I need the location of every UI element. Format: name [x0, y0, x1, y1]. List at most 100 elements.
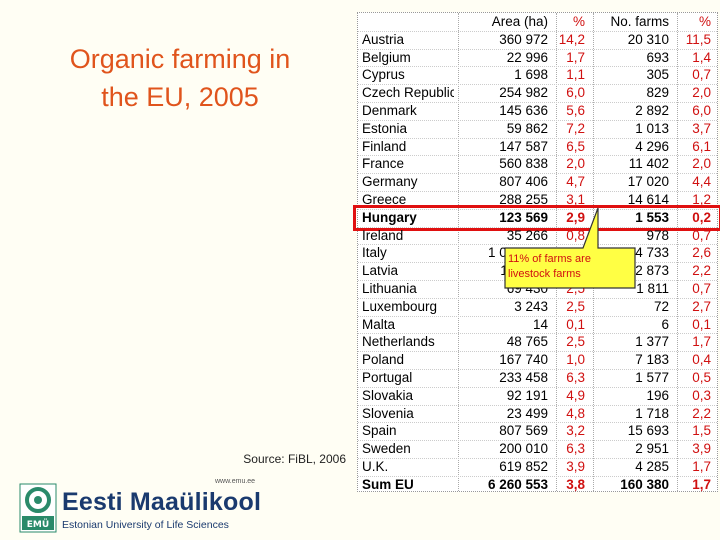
logo-band	[22, 516, 54, 530]
value: 4,4	[692, 174, 711, 190]
row-divider	[358, 102, 717, 103]
value: 1,0	[566, 352, 585, 368]
value: 1,4	[692, 49, 711, 65]
row-divider	[358, 440, 717, 442]
column-divider	[458, 13, 459, 491]
logo-mark: EMÜ	[27, 519, 49, 530]
country: Estonia	[362, 120, 408, 136]
value: 14 614	[627, 192, 669, 207]
value: 44 733	[627, 245, 669, 261]
country: Germany	[362, 174, 418, 190]
value: 196	[646, 387, 669, 403]
value: 2,0	[692, 156, 711, 172]
logo-url: www.emu.ee	[215, 478, 256, 485]
value: 5,6	[566, 103, 585, 118]
country: Belgium	[362, 49, 411, 65]
country: Netherlands	[362, 334, 435, 350]
callout-box	[504, 207, 636, 289]
value: 20 310	[627, 31, 669, 47]
row-divider	[358, 119, 717, 121]
value: 233 458	[499, 370, 548, 385]
value: 14,2	[558, 31, 585, 47]
value: 14	[532, 316, 548, 332]
callout-text: 11% of farms are livestock farms	[508, 253, 591, 280]
value: 0,4	[692, 352, 711, 368]
value: 17 020	[627, 174, 669, 190]
value: 254 982	[499, 85, 548, 101]
country: Greece	[362, 192, 407, 207]
value: 619 852	[499, 459, 548, 474]
value: 3,1	[566, 192, 585, 207]
country: Czech Republic	[362, 85, 454, 101]
value: 23 499	[506, 405, 548, 421]
value: 15 693	[627, 423, 669, 439]
value: 1,7	[692, 334, 711, 350]
country: Poland	[362, 352, 405, 368]
value: 6,0	[566, 85, 585, 101]
row-divider	[358, 404, 717, 406]
country: U.K.	[362, 459, 389, 474]
value: 3,7	[692, 120, 711, 136]
row-divider	[358, 458, 717, 459]
row-divider	[358, 369, 717, 370]
value: 160 380	[620, 476, 669, 492]
value: 1,5	[692, 423, 711, 439]
row-divider	[358, 30, 717, 32]
value: 35 266	[506, 227, 548, 243]
value: 1 811	[636, 281, 669, 296]
value: 7 183	[635, 352, 669, 368]
value: 59 862	[506, 120, 548, 136]
value: 2,5	[566, 298, 585, 314]
value: 92 191	[506, 387, 548, 403]
value: 48 765	[506, 334, 548, 350]
row-divider	[358, 155, 717, 157]
country: Italy	[362, 245, 387, 261]
row-divider	[358, 333, 717, 335]
value: 6,1	[692, 138, 711, 154]
value: 147 587	[499, 138, 548, 154]
value: 11,5	[685, 31, 711, 47]
source: Source: FiBL, 2006	[243, 452, 346, 466]
value: 2 892	[635, 103, 669, 118]
country: Sweden	[362, 441, 411, 457]
value: 4,7	[566, 174, 585, 190]
value: 0,1	[692, 316, 711, 332]
logo-swirl	[25, 487, 51, 513]
value: 1 377	[635, 334, 669, 350]
country: Cyprus	[362, 67, 405, 83]
value: 1,7	[692, 459, 711, 474]
country: Austria	[362, 31, 405, 47]
value: 2,5	[566, 334, 585, 350]
country: Portugal	[362, 370, 413, 385]
country: Slovenia	[362, 405, 414, 421]
value: 4 285	[635, 459, 669, 474]
value: 3,8	[566, 476, 585, 492]
row-divider	[358, 84, 717, 86]
row-divider	[358, 66, 717, 68]
value: 0,7	[692, 67, 711, 83]
row-divider	[358, 386, 717, 388]
country: Sum EU	[362, 476, 414, 492]
country: Luxembourg	[362, 298, 438, 314]
value: 1,7	[566, 49, 585, 65]
value: 4 296	[635, 138, 669, 154]
value: 2,2	[692, 405, 711, 421]
value: 360 972	[499, 31, 548, 47]
value: 167 740	[499, 352, 548, 368]
country: Spain	[362, 423, 397, 439]
value: 2 873	[635, 263, 669, 279]
value: 3 243	[514, 298, 548, 314]
value: 807 406	[499, 174, 548, 190]
value: 2,9	[566, 209, 585, 225]
value: 2,6	[692, 245, 711, 261]
value: 1 698	[514, 67, 548, 83]
row-divider	[358, 475, 717, 477]
value: 978	[646, 227, 669, 243]
row-divider	[358, 422, 717, 424]
row-divider	[358, 297, 717, 299]
value: 1,7	[692, 476, 711, 492]
value: 1 718	[635, 405, 669, 421]
value: 200 010	[499, 441, 548, 457]
value: 305	[646, 67, 669, 83]
row-divider	[358, 137, 717, 139]
